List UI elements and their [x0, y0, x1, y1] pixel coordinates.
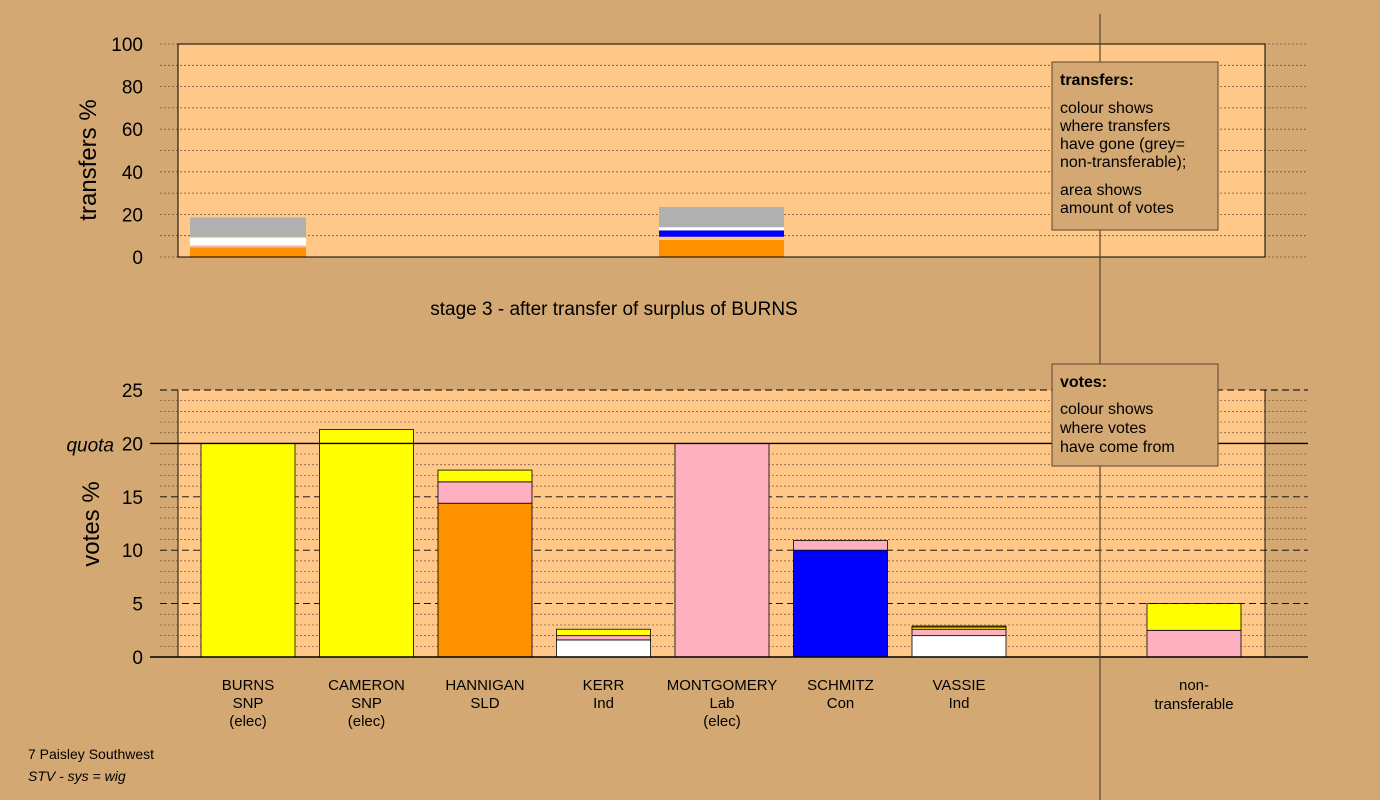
candidate-label-line: VASSIE — [932, 677, 985, 694]
candidate-label-line: KERR — [583, 677, 625, 694]
candidate-label-line: MONTGOMERY — [667, 677, 778, 694]
votes-bar-segment — [911, 628, 1007, 637]
votes-bar-segment — [556, 628, 651, 637]
transfers-bars — [190, 206, 784, 257]
candidate-label-line: SCHMITZ — [807, 677, 874, 694]
constituency-label: 7 Paisley Southwest — [28, 746, 154, 762]
transfers-y-tick-label: 20 — [122, 205, 143, 226]
votes-bar-segment — [437, 481, 533, 504]
votes-bar-segment — [793, 549, 888, 658]
candidate-label-line: SNP — [351, 695, 382, 712]
votes-y-tick-label: 10 — [122, 541, 143, 562]
nontransferable-label-line: non- — [1179, 677, 1209, 694]
transfers-bar-segment — [190, 237, 306, 246]
transfers-legend-line: area shows — [1060, 182, 1142, 199]
nontransferable-label-line: transferable — [1154, 696, 1233, 713]
votes-bar-segment — [674, 442, 770, 658]
candidate-label-line: HANNIGAN — [445, 677, 524, 694]
votes-bars — [150, 429, 1308, 658]
candidate-label-line: (elec) — [229, 713, 267, 730]
transfers-bar-segment — [190, 236, 306, 238]
votes-y-tick-label: 25 — [122, 381, 143, 402]
candidate-label-line: (elec) — [348, 713, 386, 730]
transfers-legend-title: transfers: — [1060, 72, 1134, 89]
votes-y-ticks: 0 5 10 15 20 25 — [122, 381, 143, 669]
candidate-labels: BURNSSNP(elec)CAMERONSNP(elec)HANNIGANSL… — [222, 677, 1234, 730]
transfers-legend-line: amount of votes — [1060, 200, 1174, 217]
votes-y-tick-label: 5 — [132, 595, 143, 616]
transfers-bar-segment — [190, 217, 306, 237]
candidate-label-line: Ind — [949, 695, 970, 712]
votes-y-tick-label: 20 — [122, 434, 143, 455]
votes-legend-text: colour shows where votes have come from — [1059, 401, 1175, 456]
candidate-label-line: (elec) — [703, 713, 741, 730]
transfers-y-axis-label: transfers % — [75, 99, 102, 220]
transfers-y-tick-label: 40 — [122, 163, 143, 184]
votes-bar-segment — [911, 635, 1007, 658]
candidate-label-line: Ind — [593, 695, 614, 712]
stage-title: stage 3 - after transfer of surplus of B… — [430, 299, 798, 320]
candidate-label-line: Con — [827, 695, 855, 712]
transfers-bar-segment — [190, 245, 306, 247]
candidate-label-line: SLD — [470, 695, 499, 712]
candidate-label-line: CAMERON — [328, 677, 405, 694]
transfers-y-tick-label: 0 — [132, 248, 143, 269]
candidate-label-line: BURNS — [222, 677, 275, 694]
votes-bar-segment — [556, 639, 651, 658]
transfers-y-tick-label: 60 — [122, 120, 143, 141]
votes-legend-line: colour shows — [1060, 401, 1153, 418]
votes-bar-segment — [1146, 603, 1242, 631]
transfers-bar-segment — [659, 206, 784, 228]
transfers-legend-line: colour shows — [1060, 100, 1153, 117]
votes-legend-title: votes: — [1060, 374, 1107, 391]
transfers-bar-segment — [659, 227, 784, 231]
votes-legend: votes: colour shows where votes have come … — [1051, 363, 1219, 467]
system-label: STV - sys = wig — [28, 768, 126, 784]
votes-y-axis-label: votes % — [78, 481, 105, 566]
votes-bar-segment — [319, 429, 414, 658]
votes-y-tick-label: 0 — [132, 648, 143, 669]
transfers-bar-segment — [659, 230, 784, 237]
transfers-y-ticks: 0 20 40 60 80 100 — [111, 35, 143, 269]
votes-bar-segment — [793, 540, 888, 551]
transfers-plot-frame — [177, 43, 1266, 258]
transfers-legend-line: where transfers — [1059, 118, 1170, 135]
votes-bar-segment — [437, 502, 533, 658]
votes-bar-segment — [911, 625, 1007, 628]
transfers-bar-segment — [190, 246, 306, 248]
votes-bar-segment — [200, 442, 296, 658]
transfers-legend-line: have gone (grey= — [1060, 136, 1185, 153]
transfers-y-tick-label: 100 — [111, 35, 143, 56]
transfers-bar-segment — [659, 239, 784, 257]
transfers-bar-segment — [659, 236, 784, 240]
transfers-bar-segment — [190, 247, 306, 257]
votes-bar-segment — [1146, 629, 1242, 658]
votes-bar-segment — [556, 635, 651, 641]
transfers-legend-line: non-transferable); — [1060, 154, 1186, 171]
candidate-label-line: Lab — [709, 695, 734, 712]
candidate-label-line: SNP — [233, 695, 264, 712]
transfers-y-tick-label: 80 — [122, 78, 143, 99]
quota-label: quota — [66, 435, 114, 456]
votes-y-tick-label: 15 — [122, 488, 143, 509]
votes-legend-line: have come from — [1060, 439, 1175, 456]
votes-bar-segment — [437, 469, 533, 483]
votes-legend-line: where votes — [1059, 420, 1146, 437]
